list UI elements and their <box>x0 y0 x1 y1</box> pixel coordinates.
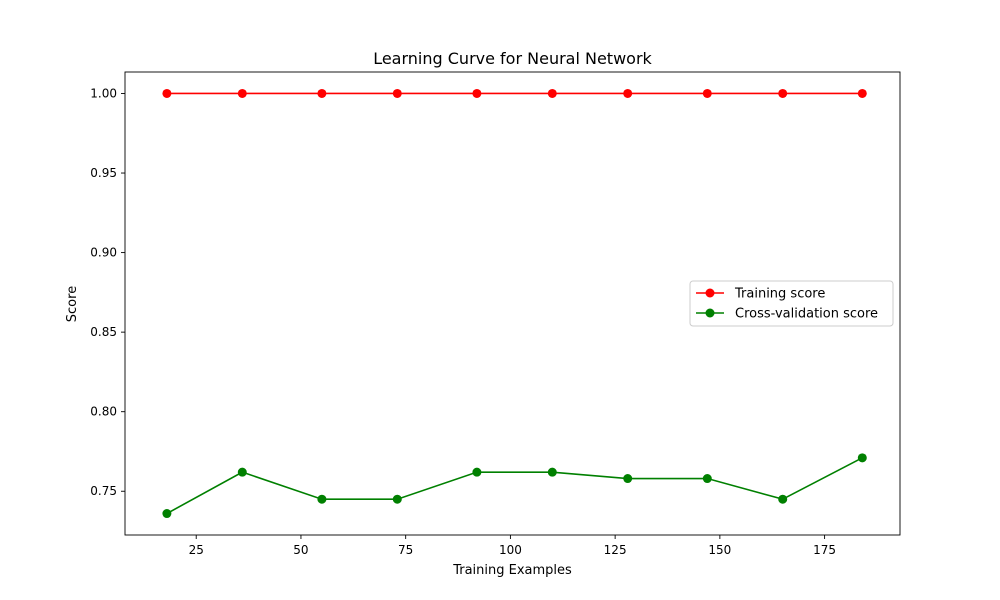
data-point-training <box>317 88 327 98</box>
data-point-cross-validation <box>857 453 867 463</box>
data-point-cross-validation <box>162 509 172 519</box>
data-point-cross-validation <box>237 467 247 477</box>
y-tick-label: 0.75 <box>90 484 117 498</box>
data-point-cross-validation <box>547 467 557 477</box>
legend-label: Cross-validation score <box>735 307 878 322</box>
x-axis-label: Training Examples <box>452 563 572 578</box>
data-point-training <box>778 88 788 98</box>
y-tick-label: 1.00 <box>90 86 117 100</box>
data-point-training <box>857 88 867 98</box>
y-axis-label: Score <box>65 286 80 322</box>
data-point-cross-validation <box>392 494 402 504</box>
x-tick-label: 50 <box>293 543 308 557</box>
legend: Training score Cross-validation score <box>689 280 894 327</box>
data-point-training <box>702 88 712 98</box>
x-tick-label: 150 <box>708 543 731 557</box>
chart-title: Learning Curve for Neural Network <box>373 49 652 68</box>
series-line-cross-validation <box>166 457 863 515</box>
x-tick-label: 25 <box>189 543 204 557</box>
x-tick-label: 125 <box>604 543 627 557</box>
data-point-training <box>392 88 402 98</box>
data-point-training <box>472 88 482 98</box>
y-tick-label: 0.80 <box>90 405 117 419</box>
x-tick-label: 75 <box>398 543 413 557</box>
x-tick-label: 175 <box>813 543 836 557</box>
y-tick-label: 0.90 <box>90 246 117 260</box>
plot-area: 25 50 75 100 125 150 175 0.75 0.80 0.85 0.90 0.95 1.… <box>90 71 901 557</box>
data-point-training <box>237 88 247 98</box>
data-point-training <box>547 88 557 98</box>
plot-frame <box>124 71 901 536</box>
x-tick-label: 100 <box>499 543 522 557</box>
data-point-cross-validation <box>778 494 788 504</box>
legend-marker <box>705 288 715 298</box>
data-point-cross-validation <box>317 494 327 504</box>
data-point-training <box>623 88 633 98</box>
legend-label: Training score <box>734 287 825 302</box>
data-point-cross-validation <box>702 474 712 484</box>
data-point-cross-validation <box>472 467 482 477</box>
legend-box <box>689 280 894 327</box>
data-point-training <box>162 88 172 98</box>
y-tick-label: 0.95 <box>90 166 117 180</box>
legend-marker <box>705 308 715 318</box>
y-tick-label: 0.85 <box>90 325 117 339</box>
data-point-cross-validation <box>623 474 633 484</box>
